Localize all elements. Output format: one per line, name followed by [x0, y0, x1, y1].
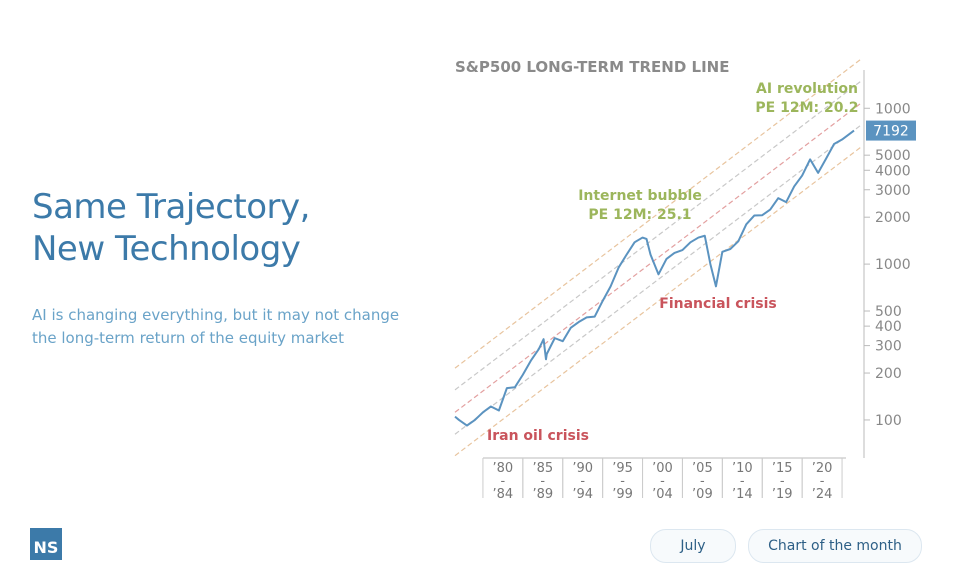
- y-tick-label: 1000: [875, 257, 911, 273]
- y-tick-label: 2000: [875, 210, 911, 226]
- x-tick-label: ’90 - ’94: [572, 461, 594, 502]
- chart-title: S&P500 LONG-TERM TREND LINE: [455, 58, 729, 76]
- y-tick-label: 100: [875, 413, 902, 429]
- x-tick-label: ’20 - ’24: [811, 461, 833, 502]
- y-tick-label: 300: [875, 339, 902, 355]
- y-tick-label: 3000: [875, 183, 911, 199]
- annotation: AI revolution PE 12M: 20.2: [755, 81, 859, 116]
- value-label-box: [866, 120, 916, 141]
- x-tick-label: ’95 - ’99: [612, 461, 633, 502]
- month-button[interactable]: July: [650, 529, 736, 563]
- trend-line: [454, 79, 863, 391]
- series-button[interactable]: Chart of the month: [748, 529, 922, 563]
- x-tick-label: ’85 - ’89: [532, 461, 554, 502]
- y-tick-label: 200: [875, 366, 902, 382]
- annotation: Internet bubble PE 12M: 25.1: [578, 188, 702, 223]
- y-tick-label: 400: [875, 319, 902, 335]
- y-tick-label: 500: [875, 304, 902, 320]
- heading: Same Trajectory, New Technology: [32, 187, 310, 269]
- price-line: [454, 129, 855, 427]
- trend-line: [454, 57, 863, 369]
- trend-line: [454, 123, 863, 435]
- x-tick-label: ’05 - ’09: [692, 461, 713, 502]
- y-tick-label: 4000: [875, 163, 911, 179]
- y-tick-label: 5000: [875, 148, 911, 164]
- x-tick-label: ’00 - ’04: [652, 461, 673, 502]
- annotation: Financial crisis: [659, 296, 777, 312]
- value-label: 7192: [873, 124, 909, 140]
- x-tick-label: ’15 - ’19: [771, 461, 793, 502]
- x-tick-label: ’10 - ’14: [731, 461, 753, 502]
- x-tick-label: ’80 - ’84: [492, 461, 514, 502]
- trend-line: [454, 101, 863, 413]
- trend-line: [454, 145, 863, 457]
- annotation: Iran oil crisis: [487, 428, 589, 444]
- logo: NS: [30, 528, 62, 560]
- y-tick-label: 1000: [875, 101, 911, 117]
- subheading: AI is changing everything, but it may no…: [32, 306, 400, 347]
